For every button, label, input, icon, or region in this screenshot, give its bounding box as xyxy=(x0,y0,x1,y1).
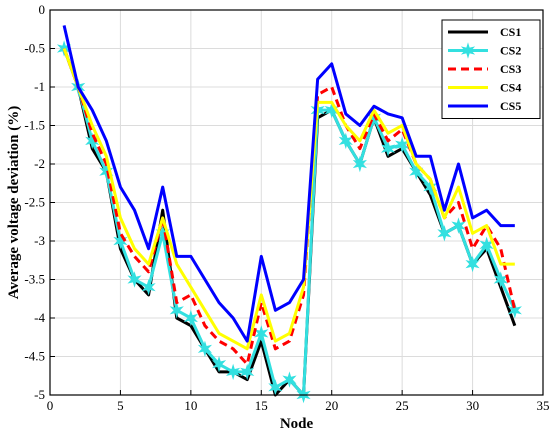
series-line-cs5 xyxy=(62,25,515,343)
data-point-cs2 xyxy=(155,225,170,242)
x-tick-label: 20 xyxy=(325,398,338,413)
data-point-cs2 xyxy=(197,340,213,358)
y-tick-label: -3 xyxy=(34,233,45,248)
legend-marker-cs2 xyxy=(460,42,476,59)
legend-label-cs3: CS3 xyxy=(500,62,521,76)
data-point-cs2 xyxy=(338,132,353,150)
y-tick-label: -5 xyxy=(34,387,45,402)
data-point-cs2 xyxy=(423,178,438,196)
y-tick-label: -3.5 xyxy=(24,272,45,287)
data-point-cs2 xyxy=(183,309,198,327)
series-line-cs4 xyxy=(62,47,515,351)
legend-label-cs4: CS4 xyxy=(500,81,521,95)
data-point-cs2 xyxy=(451,217,466,234)
x-tick-label: 5 xyxy=(117,398,124,413)
x-tick-label: 25 xyxy=(396,398,409,413)
x-tick-label: 35 xyxy=(537,398,550,413)
data-point-cs2 xyxy=(437,225,452,242)
legend-box xyxy=(441,19,541,119)
series-cs4 xyxy=(62,47,515,351)
data-point-cs2 xyxy=(380,140,396,157)
data-point-cs2 xyxy=(141,278,156,296)
data-point-cs2 xyxy=(211,355,227,373)
data-point-cs2 xyxy=(465,255,480,273)
x-axis-label: Node xyxy=(280,416,314,432)
data-point-cs2 xyxy=(507,302,522,319)
y-tick-label: -2.5 xyxy=(24,195,45,210)
y-tick-label: -4.5 xyxy=(24,349,45,364)
data-point-cs2 xyxy=(282,371,297,388)
y-tick-label: -1 xyxy=(34,79,45,94)
y-tick-label: -4 xyxy=(34,310,45,325)
y-tick-label: -1.5 xyxy=(24,118,45,133)
data-point-cs2 xyxy=(99,163,114,180)
data-point-cs2 xyxy=(240,363,255,381)
data-point-cs2 xyxy=(169,302,184,319)
axis-ticks: 0 5 10 15 20 25 30 35 0 -0.5 -1 -1.5 -2 -2.5 -3 -3.5 -4 -… xyxy=(24,2,549,413)
y-axis-label: Average voltage deviation (%) xyxy=(6,106,22,299)
y-tick-label: -2 xyxy=(34,156,45,171)
legend-label-cs2: CS2 xyxy=(500,44,521,58)
data-point-cs2 xyxy=(127,271,142,288)
y-tick-label: -0.5 xyxy=(24,41,45,56)
data-point-cs2 xyxy=(113,232,128,250)
x-tick-label: 10 xyxy=(184,398,197,413)
x-tick-label: 15 xyxy=(255,398,268,413)
legend-label-cs5: CS5 xyxy=(500,99,521,113)
data-point-cs2 xyxy=(268,379,283,396)
x-tick-label: 30 xyxy=(466,398,479,413)
x-tick-label: 0 xyxy=(47,398,54,413)
legend: CS1 CS2 CS3 CS4 CS5 xyxy=(441,19,541,119)
series-layer xyxy=(56,25,522,404)
series-cs5 xyxy=(62,25,515,343)
legend-label-cs1: CS1 xyxy=(500,25,521,39)
data-point-cs2 xyxy=(352,155,367,173)
data-point-cs2 xyxy=(226,363,241,381)
y-tick-label: 0 xyxy=(39,2,46,17)
data-point-cs2 xyxy=(324,101,339,119)
